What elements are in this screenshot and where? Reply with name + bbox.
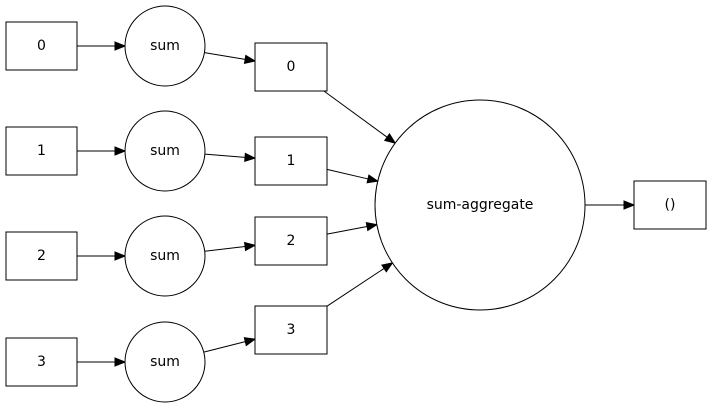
arrow-head-icon [244, 241, 257, 252]
arrow-head-icon [243, 337, 257, 347]
sum-node-0-label: sum [150, 38, 180, 54]
input-node-2: 2 [5, 231, 78, 281]
edge-sum2-to-out2 [204, 241, 257, 252]
output-node-0-label: 0 [287, 59, 296, 75]
arrow-head-icon [114, 41, 127, 51]
output-node-2-box [254, 216, 328, 266]
sum-node-0-circle [124, 5, 206, 87]
sum-node-3-circle [124, 321, 206, 403]
result-node-label: () [665, 197, 676, 213]
sum-node-1: sum [124, 110, 206, 192]
sum-node-3-label: sum [150, 354, 180, 370]
edge-in1-to-sum1 [77, 146, 127, 156]
arrow-head-icon [243, 54, 257, 64]
sum-node-2: sum [124, 215, 206, 297]
sum-aggregate-node-label: sum-aggregate [427, 197, 534, 213]
edge-line [204, 153, 246, 158]
arrow-head-icon [244, 152, 257, 163]
edge-line [204, 52, 246, 60]
sum-node-1-circle [124, 110, 206, 192]
edge-out1-to-agg [326, 168, 380, 184]
input-node-3: 3 [5, 337, 78, 387]
input-node-0-box [5, 21, 78, 71]
output-node-2: 2 [254, 216, 328, 266]
output-node-3-label: 3 [287, 322, 296, 338]
sum-node-2-circle [124, 215, 206, 297]
edge-in3-to-sum3 [77, 357, 127, 367]
input-node-2-label: 2 [37, 248, 46, 264]
edge-sum0-to-out0 [204, 52, 257, 64]
input-node-0-label: 0 [37, 38, 46, 54]
output-node-1-label: 1 [287, 153, 296, 169]
edge-line [326, 226, 368, 235]
arrow-head-icon [381, 262, 394, 273]
edge-line [204, 245, 246, 252]
edge-out2-to-agg [326, 221, 379, 235]
input-node-3-label: 3 [37, 354, 46, 370]
edge-in0-to-sum0 [77, 41, 127, 51]
edge-line [323, 90, 388, 138]
input-node-1-box [5, 126, 78, 176]
output-node-2-label: 2 [287, 233, 296, 249]
edge-out3-to-agg [326, 262, 394, 307]
arrow-head-icon [114, 251, 127, 261]
edge-line [326, 168, 369, 180]
output-node-1-box [254, 136, 328, 186]
output-node-3-box [254, 305, 328, 355]
arrow-head-icon [366, 174, 380, 184]
input-node-1: 1 [5, 126, 78, 176]
input-node-1-label: 1 [37, 143, 46, 159]
output-node-0: 0 [254, 42, 328, 92]
arrow-head-icon [114, 146, 127, 156]
result-node: () [633, 180, 707, 230]
sum-node-3: sum [124, 321, 206, 403]
arrow-head-icon [114, 357, 127, 367]
edge-out0-to-agg [323, 90, 397, 144]
arrow-head-icon [623, 200, 636, 210]
edge-in2-to-sum2 [77, 251, 127, 261]
output-node-3: 3 [254, 305, 328, 355]
input-node-2-box [5, 231, 78, 281]
edge-sum1-to-out1 [204, 152, 257, 163]
edge-sum3-to-out3 [203, 337, 257, 353]
edge-line [203, 341, 246, 353]
sum-node-0: sum [124, 5, 206, 87]
input-node-3-box [5, 337, 78, 387]
sum-aggregate-node: sum-aggregate [374, 99, 586, 311]
edge-line [326, 268, 385, 307]
input-node-0: 0 [5, 21, 78, 71]
result-node-box [633, 180, 707, 230]
arrow-head-icon [365, 221, 379, 232]
arrow-head-icon [383, 133, 397, 144]
edges-layer [77, 41, 636, 367]
output-node-1: 1 [254, 136, 328, 186]
sum-node-1-label: sum [150, 143, 180, 159]
output-node-0-box [254, 42, 328, 92]
edge-agg-to-result [585, 200, 636, 210]
nodes-layer: 0 1 2 3 sum sum sum sum 0 1 2 3 sum-aggregate () [5, 5, 707, 403]
sum-node-2-label: sum [150, 248, 180, 264]
sum-aggregate-node-circle [374, 99, 586, 311]
